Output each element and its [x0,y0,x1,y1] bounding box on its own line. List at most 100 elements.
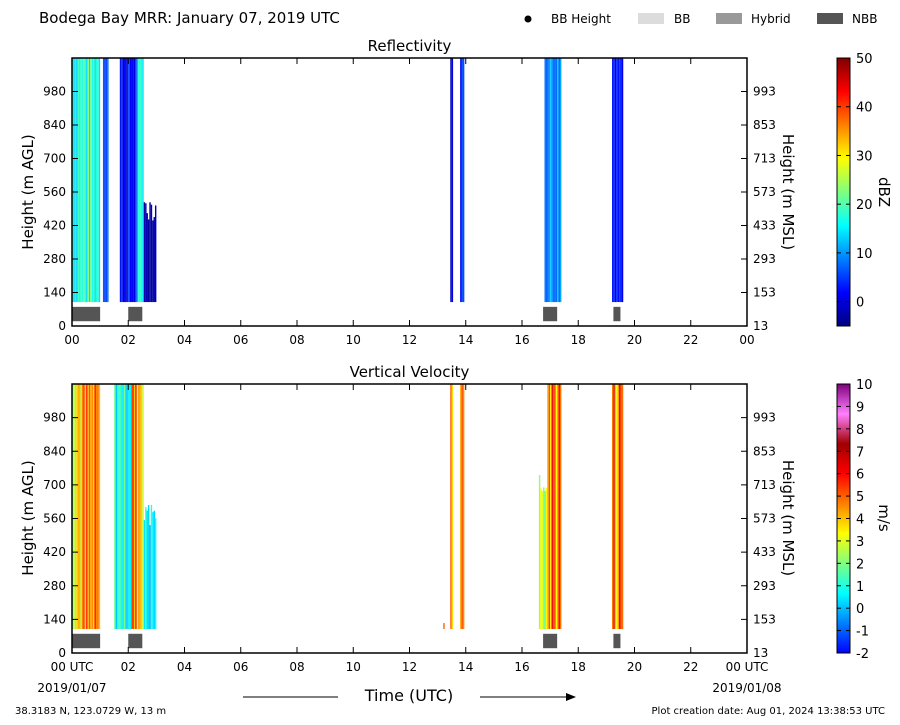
reflectivity-echo-column-4 [143,202,157,303]
reflectivity-echo-cell [544,58,546,303]
reflectivity-bright-band-3 [613,306,621,322]
reflectivity-echo-cell [559,58,562,303]
reflectivity-ylabel-left: Height (m AGL) [19,134,37,249]
reflectivity-title: Reflectivity [368,37,452,55]
reflectivity-xtick-label: 20 [627,333,642,347]
velocity-colorbar-tick-label: 8 [856,423,864,438]
reflectivity-echo-cell [154,205,157,303]
legend-nbb-label: NBB [852,12,877,26]
reflectivity-echo-cell [619,58,621,303]
reflectivity-echo-cell [95,58,98,303]
reflectivity-echo-cell [105,58,108,303]
velocity-echo-cell [94,384,96,629]
velocity-echo-cell [142,384,144,629]
reflectivity-echo-cell [83,58,85,303]
reflectivity-echo-cell [90,58,92,303]
velocity-echo-cell [620,384,622,629]
velocity-colorbar-tick-label: 6 [856,468,864,483]
reflectivity-echo-cell [146,213,148,303]
reflectivity-echo-cell [150,204,153,303]
velocity-echo-cell [619,384,621,629]
velocity-echo-cell [460,384,462,629]
reflectivity-echo-cell [557,58,559,303]
velocity-xtick-label: 02 [121,660,136,674]
velocity-echo-cell [145,507,147,629]
reflectivity-echo-column-8 [612,58,624,303]
velocity-echo-cell [118,384,120,629]
legend-bb-height-label: BB Height [551,12,611,26]
velocity-panel: Vertical Velocity 00 UTC 02 04 06 08 10 12 14 16… [19,363,893,674]
reflectivity-echo-cell [613,58,615,303]
velocity-ylabel-left: Height (m AGL) [19,460,37,575]
reflectivity-echo-cell [84,58,87,303]
reflectivity-xtick-label: 04 [177,333,192,347]
velocity-xtick-label: 08 [289,660,304,674]
reflectivity-colorbar-tick-label: 50 [856,52,873,67]
velocity-echo-column-7 [538,475,548,629]
velocity-echo-cell [149,525,151,629]
reflectivity-echo-cell [81,58,84,303]
velocity-echo-cell [80,384,82,629]
reflectivity-echo-cell [94,58,96,303]
velocity-title: Vertical Velocity [350,363,470,381]
reflectivity-bright-band-0 [72,306,101,322]
velocity-colorbar-tick-label: -2 [856,647,869,662]
reflectivity-echo-cell [77,58,80,303]
reflectivity-colorbar [836,57,851,327]
reflectivity-ytick-left-label: 140 [43,286,66,300]
velocity-colorbar-tick-label: 5 [856,490,864,505]
reflectivity-echo-cell [152,220,154,303]
reflectivity-echo-cell [551,58,553,303]
reflectivity-ytick-right-label: 433 [753,219,776,233]
velocity-echo-cell [621,384,624,629]
reflectivity-echo-cell [87,58,89,303]
velocity-ytick-right-label: 573 [753,512,776,526]
velocity-xtick-label: 18 [571,660,586,674]
reflectivity-xtick-label: 14 [458,333,473,347]
reflectivity-colorbar-tick-label: 0 [856,296,864,311]
creation-date-text: Plot creation date: Aug 01, 2024 13:38:5… [652,706,885,717]
reflectivity-echo-cell [128,58,130,303]
date-start-label: 2019/01/07 [37,681,106,695]
velocity-echo-cell [88,384,91,629]
velocity-echo-cell [87,384,89,629]
reflectivity-colorbar-label: dBZ [875,177,893,207]
velocity-colorbar-ticks: -2 -1 0 1 2 3 4 5 6 7 8 9 10 [837,378,873,662]
velocity-echo-cell [138,384,140,629]
reflectivity-echo-cell [140,58,143,303]
reflectivity-ytick-left-label: 700 [43,152,66,166]
velocity-echo-cell [131,384,133,629]
velocity-echo-cell [76,384,78,629]
reflectivity-echo-column-6 [460,58,465,303]
velocity-echo-cell [115,384,117,629]
reflectivity-ytick-left-label: 280 [43,252,66,266]
reflectivity-echo-cell [547,58,549,303]
velocity-echo-cell [538,475,541,629]
velocity-echo-cell [544,490,546,629]
reflectivity-echo-cell [132,58,134,303]
velocity-ytick-right-label: 713 [753,478,776,492]
reflectivity-echo-cell [548,58,551,303]
reflectivity-ytick-right-label: 153 [753,286,776,300]
reflectivity-xtick-label: 00 [64,333,79,347]
legend-hybrid-swatch [716,13,742,24]
reflectivity-echo-cell [460,58,462,303]
velocity-echo-cell [74,384,77,629]
reflectivity-echo-cell [621,58,624,303]
velocity-ytick-right-label: 293 [753,579,776,593]
reflectivity-echo-cell [461,58,463,303]
velocity-echo-column-3 [143,504,157,629]
velocity-bright-band-0 [72,633,101,649]
reflectivity-echoes [72,58,624,303]
reflectivity-echo-cell [139,58,141,303]
velocity-echo-cell [462,384,465,629]
velocity-echoes [72,384,624,629]
velocity-echo-cell [136,384,139,629]
reflectivity-echo-cell [550,58,552,303]
velocity-xtick-label: 12 [402,660,417,674]
velocity-plot-frame [71,383,748,654]
bright-band-legend: BB Height BB Hybrid NBB [524,12,877,26]
reflectivity-xtick-label: 08 [289,333,304,347]
velocity-ytick-right-label: 853 [753,444,776,458]
reflectivity-echo-cell [93,58,95,303]
